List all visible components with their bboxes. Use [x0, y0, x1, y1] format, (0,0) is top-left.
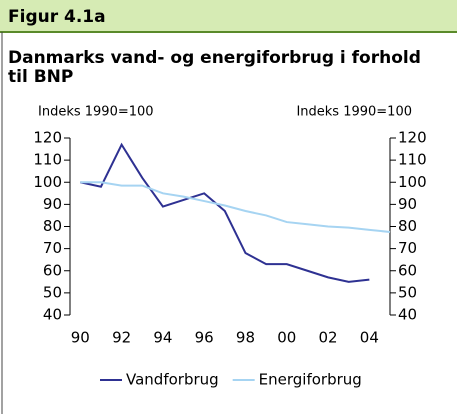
x-tick-label: 94	[153, 329, 172, 347]
y-tick-label: 100	[33, 173, 62, 191]
y2-tick-label: 90	[398, 195, 417, 213]
y2-tick-label: 80	[398, 217, 417, 235]
chart-title: Danmarks vand- og energiforbrug i forhol…	[8, 48, 421, 87]
y2-tick-label: 50	[398, 283, 417, 301]
y2-tick-label: 70	[398, 239, 417, 257]
y-tick-label: 110	[33, 151, 62, 169]
header-band	[0, 0, 457, 32]
y-tick-label: 60	[43, 261, 62, 279]
y-tick-label: 90	[43, 195, 62, 213]
series-line	[80, 181, 391, 234]
y-tick-label: 120	[33, 129, 62, 147]
y-tick-label: 40	[43, 306, 62, 324]
legend-label: Vandforbrug	[126, 371, 219, 389]
y2-tick-label: 110	[398, 151, 427, 169]
y-tick-label: 50	[43, 283, 62, 301]
y2-tick-label: 40	[398, 306, 417, 324]
y2-tick-label: 60	[398, 261, 417, 279]
header: Figur 4.1a	[8, 7, 106, 27]
y2-tick-label: 120	[398, 129, 427, 147]
y-axis-label: Indeks 1990=100	[38, 105, 154, 120]
y-tick-label: 80	[43, 217, 62, 235]
y2-axis-label: Indeks 1990=100	[296, 105, 412, 120]
x-tick-label: 92	[112, 329, 131, 347]
x-tick-label: 02	[319, 329, 338, 347]
x-tick-label: 04	[360, 329, 379, 347]
legend-label: Energiforbrug	[259, 371, 362, 389]
y2-tick-label: 100	[398, 173, 427, 191]
x-tick-label: 00	[277, 329, 296, 347]
x-tick-label: 90	[71, 329, 90, 347]
y-tick-label: 70	[43, 239, 62, 257]
x-tick-label: 96	[195, 329, 214, 347]
x-tick-label: 98	[236, 329, 255, 347]
series-line	[80, 142, 370, 283]
